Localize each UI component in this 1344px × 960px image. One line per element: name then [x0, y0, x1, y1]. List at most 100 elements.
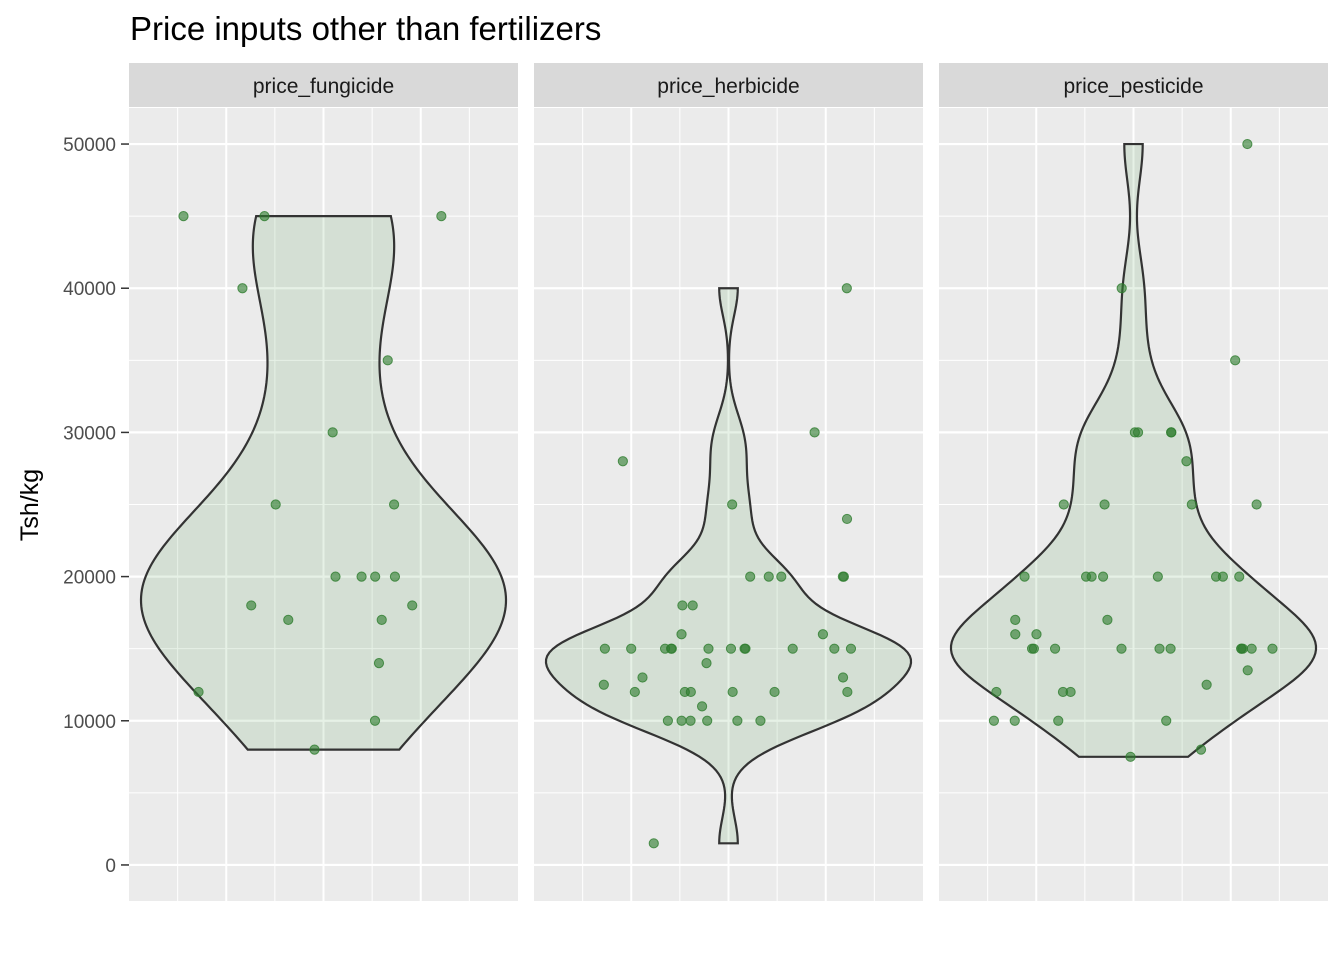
data-point — [1161, 715, 1172, 726]
data-point — [776, 571, 787, 582]
data-point — [1026, 643, 1038, 654]
data-point — [1154, 643, 1165, 654]
data-point — [1165, 643, 1176, 654]
data-point — [1116, 283, 1127, 294]
data-point — [1057, 686, 1069, 698]
y-tick-label: 40000 — [63, 279, 116, 300]
data-point — [677, 600, 688, 611]
data-point — [676, 629, 687, 640]
data-point — [1010, 614, 1021, 625]
data-point — [389, 499, 400, 510]
data-point — [309, 744, 320, 755]
facet-strip — [534, 63, 923, 107]
facet-strip — [939, 63, 1328, 107]
facet-price_herbicide: price_herbicide — [534, 63, 923, 901]
data-point — [373, 658, 385, 669]
data-point — [1166, 427, 1177, 438]
data-point — [727, 686, 738, 698]
data-point — [598, 679, 609, 690]
y-tick-label: 30000 — [63, 423, 116, 444]
data-point — [841, 283, 852, 294]
data-point — [407, 600, 418, 611]
data-point — [1125, 751, 1136, 762]
data-point — [829, 643, 840, 654]
data-point — [1242, 138, 1253, 150]
data-point — [370, 571, 381, 582]
data-point — [702, 715, 713, 726]
data-point — [1129, 427, 1140, 438]
data-point — [1116, 643, 1127, 654]
data-point — [356, 571, 367, 582]
data-point — [389, 571, 401, 582]
data-point — [1019, 571, 1030, 582]
data-point — [178, 211, 189, 222]
data-point — [1053, 715, 1064, 726]
data-point — [327, 427, 338, 438]
y-tick-label: 50000 — [63, 135, 116, 156]
data-point — [1181, 456, 1192, 467]
data-point — [1186, 499, 1197, 510]
data-point — [436, 211, 447, 222]
data-point — [1099, 499, 1110, 510]
data-point — [727, 499, 738, 510]
data-point — [637, 672, 648, 683]
data-point — [1251, 499, 1262, 510]
data-point — [1152, 571, 1163, 582]
data-point — [330, 571, 341, 582]
facet-price_fungicide: price_fungicide — [129, 63, 518, 901]
data-point — [763, 571, 774, 582]
data-point — [283, 614, 294, 625]
data-point — [787, 643, 798, 654]
data-point — [696, 701, 708, 712]
data-point — [369, 715, 381, 726]
data-point — [376, 614, 387, 625]
data-point — [599, 643, 610, 654]
data-point — [1058, 499, 1069, 510]
data-point — [837, 571, 848, 582]
chart-title: Price inputs other than fertilizers — [130, 10, 601, 47]
data-point — [1242, 665, 1253, 676]
data-point — [817, 629, 829, 640]
data-point — [988, 715, 1000, 726]
data-point — [617, 456, 628, 467]
facet-strip-label: price_herbicide — [657, 75, 799, 98]
data-point — [687, 600, 698, 611]
data-point — [809, 427, 820, 438]
data-point — [991, 686, 1002, 698]
data-point — [725, 643, 737, 654]
data-point — [1102, 614, 1113, 625]
data-point — [1236, 643, 1247, 654]
data-point — [629, 686, 640, 698]
y-tick-label: 20000 — [63, 568, 116, 589]
data-point — [1009, 715, 1020, 726]
data-point — [237, 283, 248, 294]
data-point — [1217, 571, 1229, 582]
data-point — [701, 658, 712, 669]
data-point — [845, 643, 857, 654]
data-point — [745, 571, 756, 582]
data-point — [1246, 643, 1257, 654]
facet-price_pesticide: price_pesticide — [939, 63, 1328, 901]
facet-panels: price_fungicide price_herbicide price_pest… — [129, 63, 1328, 901]
facet-strip — [129, 63, 518, 107]
data-point — [382, 355, 393, 366]
data-point — [841, 513, 853, 525]
violin-shape — [949, 142, 1318, 758]
data-point — [193, 686, 204, 698]
data-point — [1201, 679, 1212, 690]
data-point — [755, 715, 766, 726]
facet-strip-label: price_pesticide — [1063, 75, 1203, 98]
data-point — [703, 643, 714, 654]
y-axis-title: Tsh/kg — [16, 469, 44, 541]
data-point — [1097, 571, 1109, 582]
data-point — [662, 715, 673, 726]
data-point — [740, 643, 751, 654]
data-point — [626, 643, 637, 654]
data-point — [1080, 571, 1092, 582]
data-point — [659, 643, 671, 654]
violin-shape — [544, 287, 913, 845]
data-point — [1234, 571, 1245, 582]
data-point — [732, 715, 743, 726]
data-point — [1195, 744, 1207, 755]
